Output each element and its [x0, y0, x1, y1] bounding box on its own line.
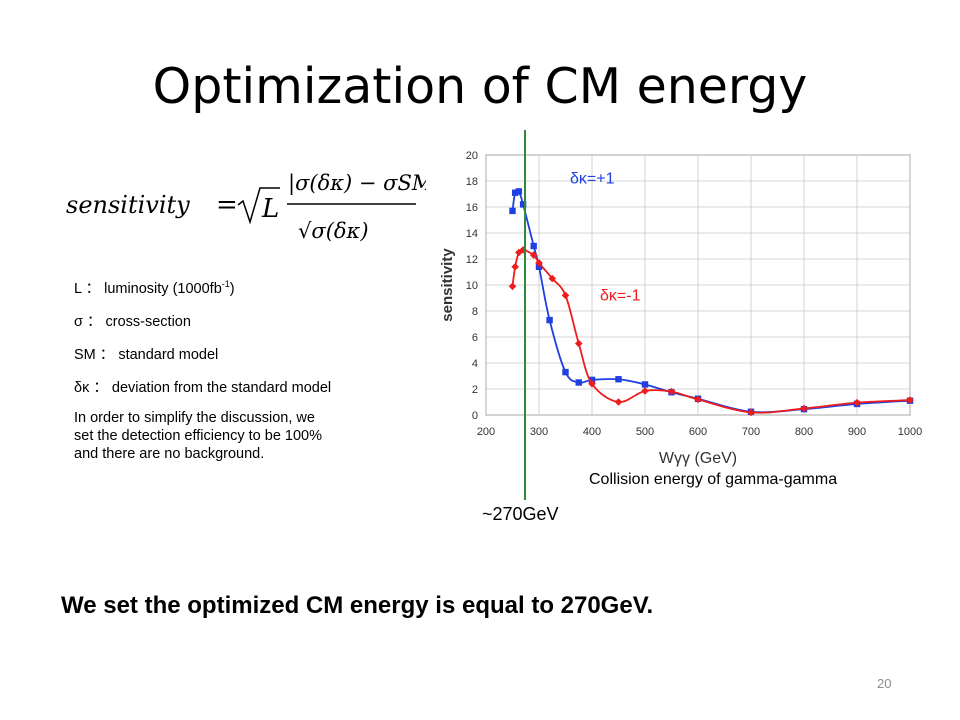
x-tick-label: 1000: [898, 426, 922, 438]
data-point: [511, 189, 519, 196]
conclusion-text: We set the optimized CM energy is equal …: [61, 592, 654, 619]
optimal-energy-label: ~270GeV: [482, 504, 559, 524]
series-label-plus: δκ=+1: [570, 171, 615, 188]
y-tick-label: 4: [472, 358, 478, 370]
data-point: [515, 248, 523, 257]
data-point: [529, 251, 538, 259]
data-point: [641, 381, 649, 388]
y-tick-label: 20: [466, 150, 478, 162]
definition-item: δκ ： deviation from the standard model: [74, 379, 332, 396]
data-point: [588, 376, 596, 384]
definitions-list: L ： luminosity (1000fb-1) σ ： cross-sect…: [74, 276, 414, 463]
formula-numerator: |σ(δκ) − σSM|: [288, 171, 426, 196]
data-point: [519, 201, 527, 208]
x-tick-label: 200: [477, 426, 495, 438]
series-label-minus: δκ=-1: [600, 288, 641, 305]
y-tick-label: 2: [472, 384, 478, 396]
data-point: [509, 207, 516, 215]
slide-title: Optimization of CM energy: [152, 58, 808, 115]
data-point: [546, 316, 553, 324]
data-point: [615, 376, 622, 383]
page-number: 20: [877, 676, 892, 691]
y-axis-label: sensitivity: [439, 248, 456, 322]
simplification-note: In order to simplify the discussion, we …: [74, 409, 323, 462]
definition-item: σ ： cross-section: [74, 313, 191, 330]
data-point: [519, 246, 527, 254]
data-point: [535, 263, 543, 270]
y-tick-label: 10: [466, 280, 478, 292]
collision-energy-label: Collision energy of gamma-gamma: [589, 471, 838, 488]
x-tick-label: 600: [689, 426, 707, 438]
sensitivity-formula: sensitivity = L |σ(δκ) − σSM| √σ(δκ): [66, 171, 426, 243]
x-tick-label: 500: [636, 426, 654, 438]
sqrt-sign-small: [237, 187, 280, 225]
data-point: [515, 188, 523, 195]
optimal-energy-marker-line: [524, 130, 526, 500]
x-tick-label: 800: [795, 426, 813, 438]
definition-item: L ： luminosity (1000fb-1): [74, 279, 235, 297]
x-axis-label: Wγγ (GeV): [659, 450, 737, 467]
y-tick-label: 14: [466, 228, 478, 240]
x-tick-label: 400: [583, 426, 601, 438]
y-tick-label: 0: [472, 410, 478, 422]
x-tick-label: 900: [848, 426, 866, 438]
y-tick-label: 8: [472, 306, 478, 318]
y-tick-label: 18: [466, 176, 478, 188]
formula-equals: =: [216, 190, 238, 220]
x-tick-label: 700: [742, 426, 760, 438]
definition-item: SM ： standard model: [74, 346, 219, 363]
x-tick-label: 300: [530, 426, 548, 438]
data-point: [575, 379, 582, 386]
formula-denominator: √σ(δκ): [298, 219, 369, 243]
data-point: [530, 242, 537, 250]
y-tick-label: 16: [466, 202, 478, 214]
y-tick-label: 6: [472, 332, 478, 344]
y-tick-label: 12: [466, 254, 478, 266]
data-point: [562, 368, 569, 376]
sensitivity-chart: 0 2 4 6 8 10 12 14 16 18 20 200 300 400 500 600 700 800 90…: [430, 140, 935, 470]
formula-sqrt-arg: L: [261, 194, 279, 224]
formula-lhs: sensitivity: [66, 191, 190, 219]
